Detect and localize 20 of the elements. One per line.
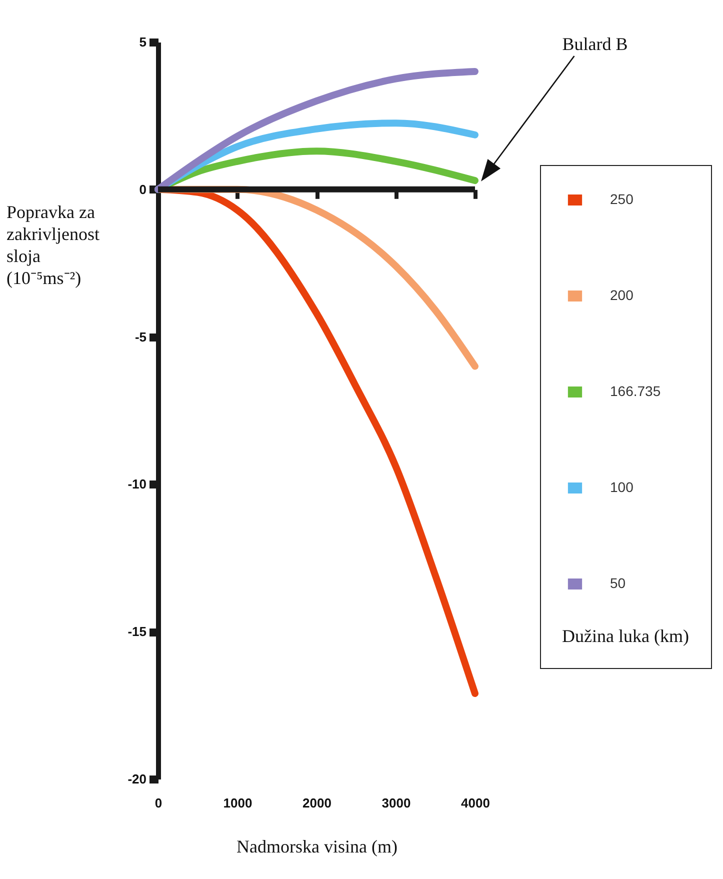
x-tick-label: 3000 xyxy=(382,796,411,810)
legend-label: 166.735 xyxy=(610,383,661,399)
y-tick-label: -10 xyxy=(128,476,146,492)
legend-label: 200 xyxy=(610,287,634,303)
legend-label: 250 xyxy=(610,191,634,207)
x-tick-label: 0 xyxy=(154,796,162,810)
y-tick-label: -5 xyxy=(134,329,146,344)
text: Bulard B xyxy=(562,34,628,54)
y-tick-label: -15 xyxy=(128,624,146,640)
x-tick-label: 4000 xyxy=(461,796,490,810)
y-tick-label: 0 xyxy=(139,182,146,197)
y-axis-title: Popravka za zakrivljenost sloja (10⁻⁵ms⁻²) xyxy=(6,202,100,288)
y-tick-label: 5 xyxy=(139,34,146,50)
x-axis-title: Nadmorska visina (m) xyxy=(236,836,398,856)
legend-title: Dužina luka (km) xyxy=(562,626,689,646)
y-tick-label: -20 xyxy=(128,772,146,786)
x-tick-label: 2000 xyxy=(302,796,332,810)
legend-label: 100 xyxy=(610,479,634,495)
legend-label: 50 xyxy=(610,575,626,591)
x-tick-label: 1000 xyxy=(223,796,252,810)
